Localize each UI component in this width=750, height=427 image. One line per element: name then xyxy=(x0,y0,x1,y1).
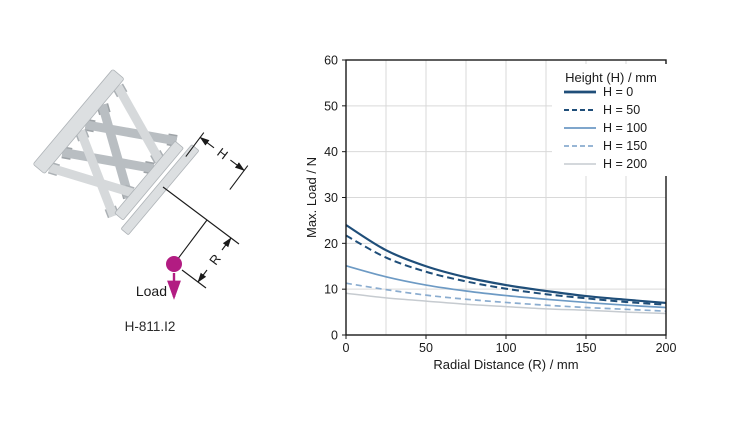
hexapod-strut xyxy=(48,163,135,198)
h-dimension-line xyxy=(199,136,215,149)
dimension-lines xyxy=(162,132,249,289)
r-dimension-line xyxy=(197,269,208,283)
axis-line xyxy=(162,186,240,245)
curve-h-100 xyxy=(345,264,667,309)
legend-item-label: H = 0 xyxy=(603,85,633,99)
y-tick-label: 60 xyxy=(324,54,338,68)
hexapod-strut xyxy=(61,147,155,173)
legend-item-label: H = 100 xyxy=(603,121,647,135)
legend-item-label: H = 150 xyxy=(603,139,647,153)
curve-h-0 xyxy=(345,224,667,305)
hexapod-strut xyxy=(76,129,118,218)
load-chart: 0 50 100 150 200 0 10 20 30 40 50 60 Radial Distance… xyxy=(304,54,676,373)
x-tick-label: 50 xyxy=(419,341,433,355)
curve-h-150 xyxy=(345,282,667,313)
load-label: Load xyxy=(136,283,167,299)
r-dimension-line xyxy=(221,237,232,251)
legend-title: Height (H) / mm xyxy=(565,70,657,85)
h-extension-tick-start xyxy=(185,132,205,157)
hexapod-base-plate xyxy=(33,69,124,174)
hexapod-back-struts xyxy=(61,103,178,200)
y-axis-title: Max. Load / N xyxy=(304,157,319,238)
hexapod-strut xyxy=(113,84,164,164)
curve-h-200 xyxy=(345,292,667,315)
r-extension-tick xyxy=(181,269,207,289)
h-extension-tick-end xyxy=(229,165,249,190)
y-tick-label: 30 xyxy=(324,191,338,205)
curve-h-50 xyxy=(345,234,667,306)
y-tick-label: 10 xyxy=(324,283,338,297)
x-tick-label: 100 xyxy=(496,341,517,355)
legend-item-label: H = 200 xyxy=(603,157,647,171)
radial-line xyxy=(173,219,208,265)
x-tick-label: 150 xyxy=(576,341,597,355)
y-tick-label: 20 xyxy=(324,237,338,251)
hexapod-body xyxy=(33,69,199,235)
hexapod-platform-top-plate xyxy=(121,144,199,235)
chart-legend: Height (H) / mmH = 0 H = 50 H = 100 H = 150… xyxy=(552,64,670,176)
hexapod-platform-plate xyxy=(114,141,184,220)
chart-axes xyxy=(342,59,667,339)
hexapod-strut xyxy=(84,120,178,146)
load-point xyxy=(166,256,182,272)
y-tick-label: 50 xyxy=(324,99,338,113)
legend-background xyxy=(552,64,670,176)
x-axis-title: Radial Distance (R) / mm xyxy=(433,357,578,372)
h-dimension-label: H xyxy=(214,145,231,163)
hexapod-strut xyxy=(98,103,134,199)
r-dimension-label: R xyxy=(206,251,224,268)
chart-labels: 0 50 100 150 200 0 10 20 30 40 50 60 Radial Distance… xyxy=(304,54,676,373)
x-tick-label: 200 xyxy=(656,341,677,355)
model-label: H-811.I2 xyxy=(125,319,176,334)
y-tick-label: 40 xyxy=(324,145,338,159)
y-tick-label: 0 xyxy=(331,329,338,343)
h-dimension-line xyxy=(230,159,245,171)
legend-item-label: H = 50 xyxy=(603,103,640,117)
chart-curves xyxy=(345,224,667,315)
hexapod-diagram: H R Load H-811.I2 xyxy=(33,69,249,334)
x-tick-label: 0 xyxy=(343,341,350,355)
hexapod-front-struts xyxy=(47,83,166,219)
